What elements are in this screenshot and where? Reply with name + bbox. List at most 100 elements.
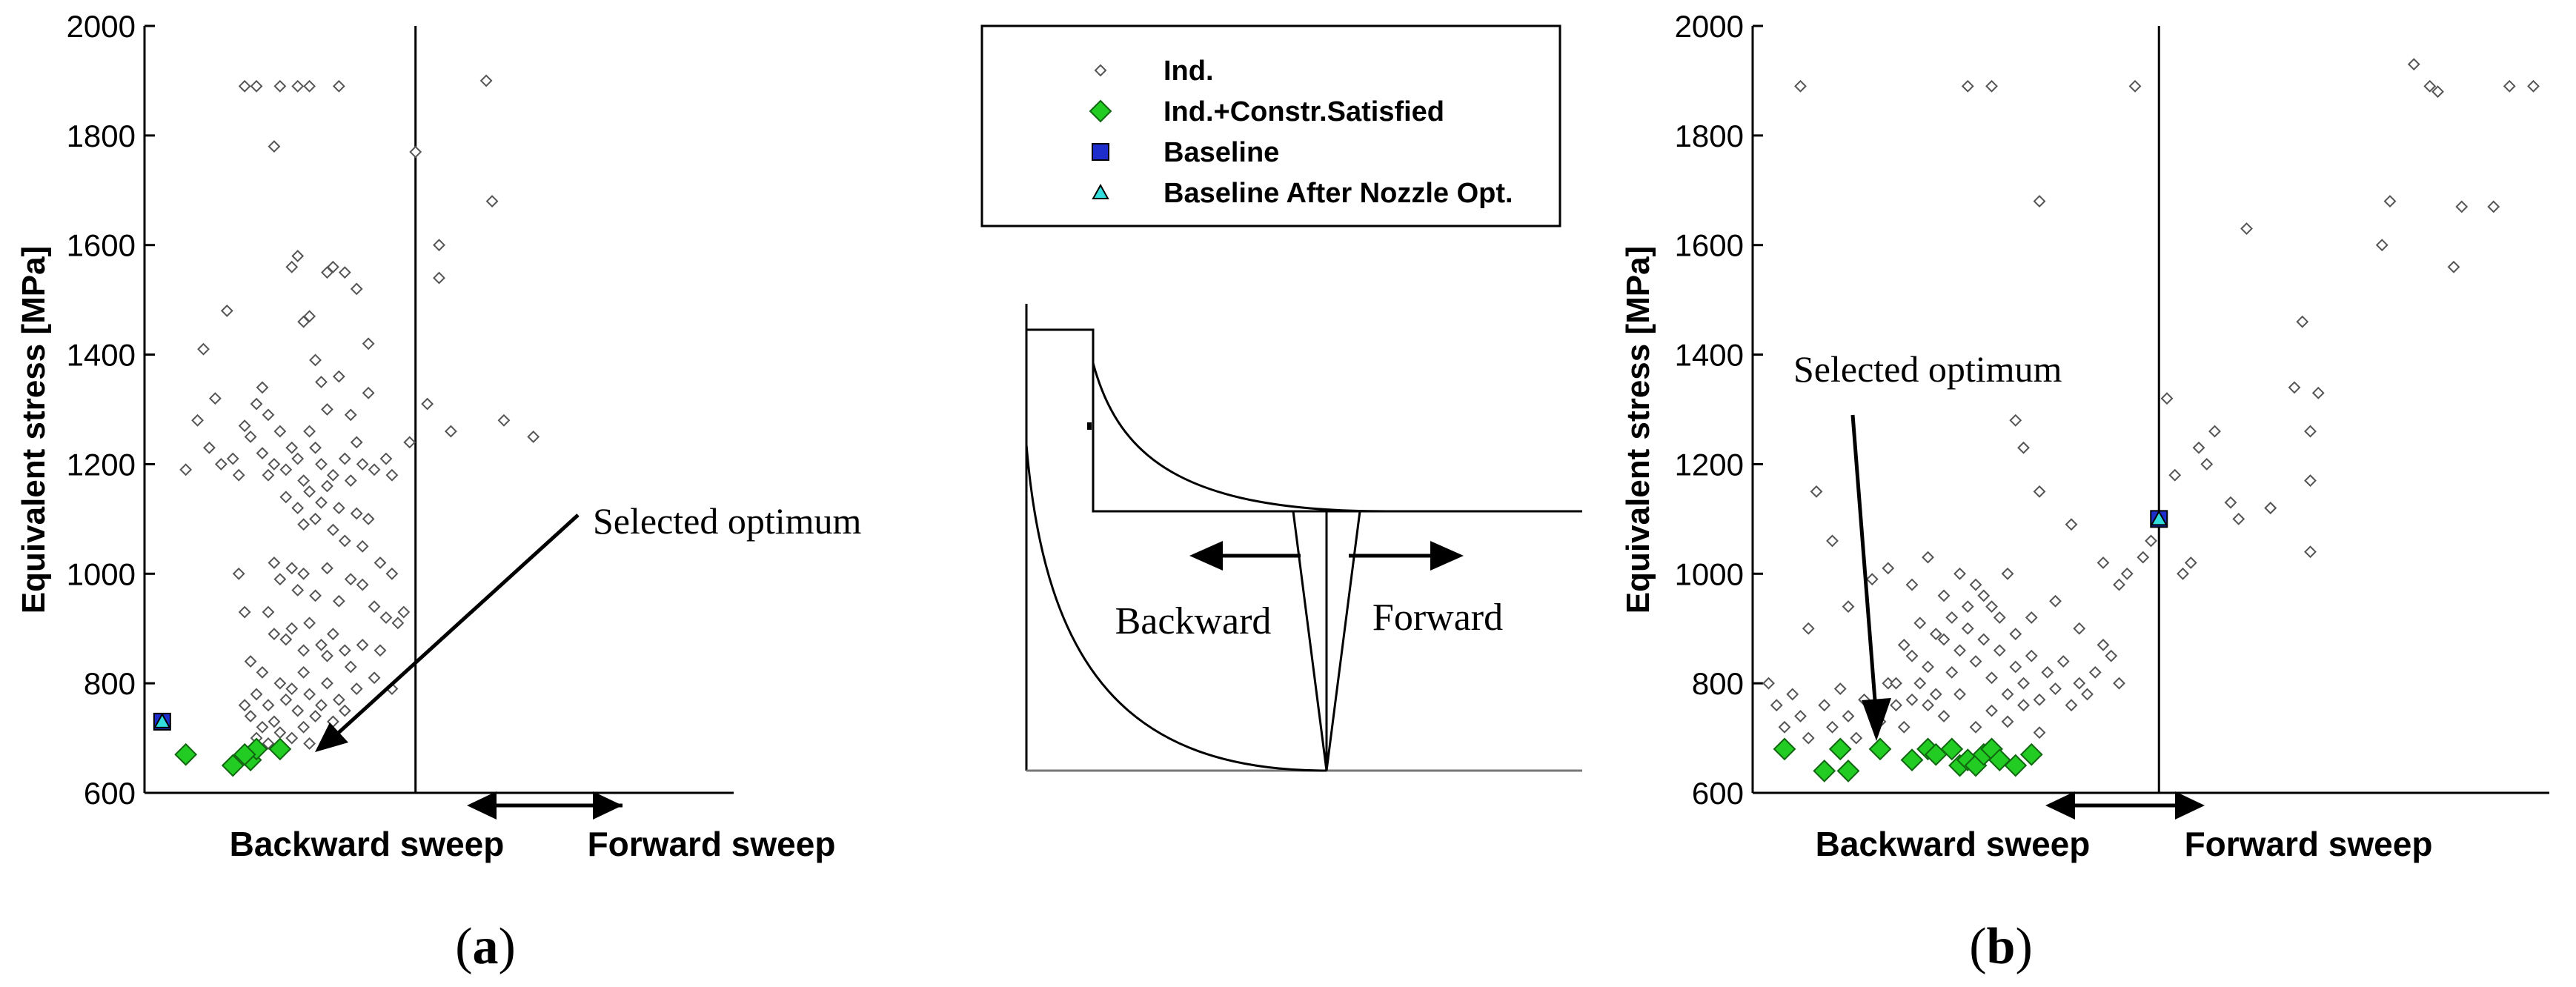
point-ind: [309, 589, 322, 602]
point-ind: [1929, 628, 1942, 641]
point-ind-constr-satisfied: [1868, 737, 1892, 761]
point-ind: [1762, 677, 1775, 690]
point-ind: [197, 342, 210, 356]
y-axis-title-b: Equivalent stress [MPa]: [1620, 246, 1656, 614]
point-ind: [403, 436, 416, 449]
point-ind: [244, 710, 257, 722]
point-ind-constr-satisfied: [1828, 737, 1852, 761]
point-ind: [279, 633, 293, 646]
point-ind: [1905, 693, 1919, 706]
point-ind: [303, 485, 316, 498]
point-ind: [273, 677, 287, 690]
point-ind: [250, 688, 263, 701]
point-ind: [1826, 534, 1839, 548]
point-ind: [2120, 567, 2134, 580]
point-ind: [1882, 562, 1895, 575]
point-ind: [1961, 600, 1974, 614]
point-ind-constr-satisfied: [1836, 760, 1860, 782]
point-ind: [2001, 715, 2014, 728]
point-ind: [2009, 628, 2022, 641]
point-ind: [273, 573, 287, 586]
point-ind: [368, 600, 381, 614]
point-ind: [1905, 649, 1919, 662]
point-ind: [303, 688, 316, 701]
legend-label-baseline-after-nozzle-opt: Baseline After Nozzle Opt.: [1163, 178, 1513, 209]
point-ind: [2113, 578, 2125, 591]
point-ind: [356, 638, 369, 651]
point-ind: [268, 556, 281, 569]
point-ind: [362, 386, 375, 399]
point-ind: [433, 271, 445, 285]
point-ind: [332, 370, 345, 383]
point-ind: [362, 337, 375, 350]
point-ind: [2240, 222, 2253, 235]
point-ind: [344, 474, 357, 488]
point-ind: [374, 556, 387, 569]
point-ind: [262, 408, 275, 422]
point-ind: [344, 660, 357, 674]
point-ind: [309, 512, 322, 525]
point-ind: [309, 441, 322, 454]
point-ind: [2177, 567, 2189, 580]
point-ind: [1778, 720, 1791, 734]
point-ind: [2065, 699, 2078, 712]
caption-b: (b): [1969, 918, 2033, 975]
point-ind: [1882, 677, 1895, 690]
point-ind: [303, 617, 316, 630]
y-tick-label: 800: [1692, 666, 1744, 701]
point-ind: [2009, 413, 2022, 427]
point-ind: [2081, 688, 2094, 701]
y-ticks-b: 600 800 1000 1200 1400 1600 1800 2000: [1675, 9, 1763, 811]
point-ind: [273, 425, 287, 438]
point-ind-constr-satisfied: [1813, 760, 1836, 782]
point-ind: [238, 79, 251, 93]
point-ind: [1897, 720, 1911, 734]
point-ind: [297, 567, 311, 580]
point-ind: [1945, 611, 1959, 624]
forward-sweep-label-b: Forward sweep: [2185, 825, 2433, 863]
point-ind: [1922, 699, 1934, 712]
point-ind: [2304, 425, 2317, 438]
point-ind: [362, 512, 375, 525]
point-ind: [2001, 567, 2014, 580]
point-ind: [291, 79, 305, 93]
point-ind: [1922, 660, 1934, 674]
y-tick-label: 1800: [1675, 119, 1744, 153]
point-ind: [279, 693, 293, 706]
point-ind: [1794, 79, 1807, 93]
point-ind: [1961, 622, 1974, 635]
point-ind: [2033, 693, 2046, 706]
legend-label-ind-constr-satisfied: Ind.+Constr.Satisfied: [1163, 96, 1444, 127]
point-ind: [309, 710, 322, 722]
point-ind: [1890, 699, 1902, 712]
point-ind: [1826, 720, 1839, 734]
point-ind: [385, 567, 399, 580]
point-ind: [232, 567, 245, 580]
point-ind: [315, 376, 328, 388]
point-ind: [326, 260, 339, 273]
sweep-schematic: [1025, 304, 1582, 772]
point-ind: [397, 605, 411, 619]
point-ind: [326, 628, 339, 641]
point-ind: [1905, 578, 1919, 591]
panel-b: 600 800 1000 1200 1400 1600 1800 2000 Equivalen…: [1620, 9, 2549, 975]
y-tick-label: 1000: [1675, 556, 1744, 591]
point-ind: [326, 523, 339, 536]
selected-optimum-arrow-a: [315, 514, 580, 752]
point-ind: [2160, 392, 2174, 405]
point-ind: [350, 436, 363, 449]
point-ind: [2033, 485, 2046, 498]
point-ind: [297, 474, 311, 488]
point-ind-constr-satisfied: [174, 742, 198, 766]
point-ind: [285, 260, 299, 273]
point-ind: [285, 441, 299, 454]
point-ind: [2304, 474, 2317, 488]
point-ind: [2049, 682, 2062, 695]
point-ind: [285, 731, 299, 745]
y-tick-label: 1200: [67, 447, 136, 482]
point-ind: [203, 441, 216, 454]
point-ind: [2487, 200, 2500, 213]
point-ind: [2088, 665, 2102, 679]
point-ind: [291, 704, 305, 717]
